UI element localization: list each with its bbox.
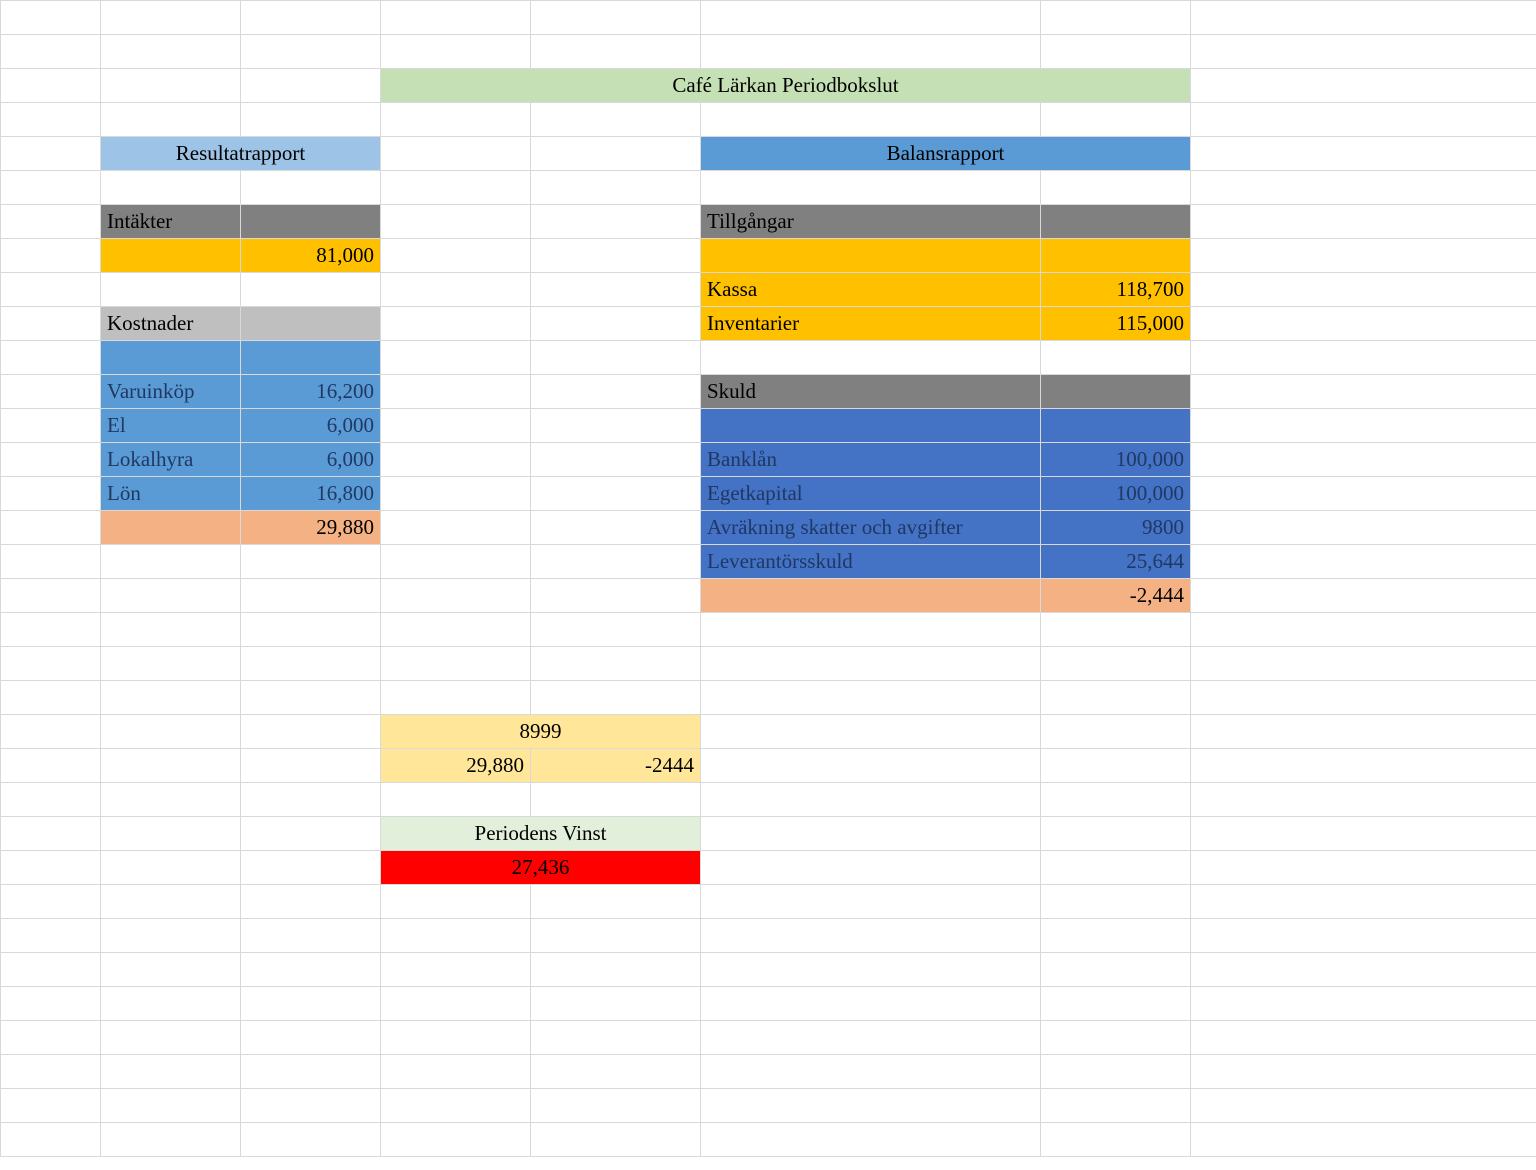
- debt-item-value: 100,000: [1041, 443, 1191, 477]
- row: [1, 681, 1536, 715]
- asset-label: Kassa: [701, 273, 1041, 307]
- cost-item-label: Varuinköp: [101, 375, 241, 409]
- assets-label: Tillgångar: [701, 205, 1041, 239]
- profit-label: Periodens Vinst: [381, 817, 701, 851]
- row: [1, 885, 1536, 919]
- debt-item-label: Egetkapital: [701, 477, 1041, 511]
- cost-item-value: 16,200: [241, 375, 381, 409]
- row: 27,436: [1, 851, 1536, 885]
- spreadsheet: Café Lärkan Periodbokslut Resultatrappor…: [0, 0, 1536, 1170]
- row: [1, 613, 1536, 647]
- row: 29,880 Avräkning skatter och avgifter 98…: [1, 511, 1536, 545]
- row: [1, 1089, 1536, 1123]
- row: El 6,000: [1, 409, 1536, 443]
- cost-label: Kostnader: [101, 307, 241, 341]
- row: [1, 35, 1536, 69]
- row: [1, 1, 1536, 35]
- balance-header: Balansrapport: [701, 137, 1191, 171]
- debt-item-value: 9800: [1041, 511, 1191, 545]
- row: [1, 1021, 1536, 1055]
- page-title: Café Lärkan Periodbokslut: [381, 69, 1191, 103]
- row: Kassa 118,700: [1, 273, 1536, 307]
- row: -2,444: [1, 579, 1536, 613]
- recon-account: 8999: [381, 715, 701, 749]
- row: Lokalhyra 6,000 Banklån 100,000: [1, 443, 1536, 477]
- row: Kostnader Inventarier 115,000: [1, 307, 1536, 341]
- row: 81,000: [1, 239, 1536, 273]
- row: [1, 783, 1536, 817]
- asset-value: 115,000: [1041, 307, 1191, 341]
- income-total: 81,000: [241, 239, 381, 273]
- cost-item-label: El: [101, 409, 241, 443]
- grid-table: Café Lärkan Periodbokslut Resultatrappor…: [0, 0, 1536, 1157]
- row: 29,880 -2444: [1, 749, 1536, 783]
- asset-value: 118,700: [1041, 273, 1191, 307]
- debt-item-label: Banklån: [701, 443, 1041, 477]
- asset-label: Inventarier: [701, 307, 1041, 341]
- debt-item-label: Avräkning skatter och avgifter: [701, 511, 1041, 545]
- row: [1, 919, 1536, 953]
- cost-item-value: 6,000: [241, 443, 381, 477]
- result-header: Resultatrapport: [101, 137, 381, 171]
- row: [1, 103, 1536, 137]
- debt-item-value: 25,644: [1041, 545, 1191, 579]
- row: [1, 171, 1536, 205]
- row: [1, 647, 1536, 681]
- title-row: Café Lärkan Periodbokslut: [1, 69, 1536, 103]
- row: [1, 987, 1536, 1021]
- income-label: Intäkter: [101, 205, 241, 239]
- debt-item-value: 100,000: [1041, 477, 1191, 511]
- row: 8999: [1, 715, 1536, 749]
- profit-value: 27,436: [381, 851, 701, 885]
- cost-item-value: 6,000: [241, 409, 381, 443]
- cost-item-label: Lokalhyra: [101, 443, 241, 477]
- row: [1, 1123, 1536, 1157]
- cost-item-value: 16,800: [241, 477, 381, 511]
- debt-item-label: Leverantörsskuld: [701, 545, 1041, 579]
- recon-right: -2444: [531, 749, 701, 783]
- row: Leverantörsskuld 25,644: [1, 545, 1536, 579]
- row: Lön 16,800 Egetkapital 100,000: [1, 477, 1536, 511]
- headers-row: Resultatrapport Balansrapport: [1, 137, 1536, 171]
- row: Intäkter Tillgångar: [1, 205, 1536, 239]
- debts-label: Skuld: [701, 375, 1041, 409]
- row: Varuinköp 16,200 Skuld: [1, 375, 1536, 409]
- result-subtotal: 29,880: [241, 511, 381, 545]
- row: [1, 953, 1536, 987]
- row: Periodens Vinst: [1, 817, 1536, 851]
- recon-left: 29,880: [381, 749, 531, 783]
- cost-item-label: Lön: [101, 477, 241, 511]
- balance-diff: -2,444: [1041, 579, 1191, 613]
- row: [1, 341, 1536, 375]
- row: [1, 1055, 1536, 1089]
